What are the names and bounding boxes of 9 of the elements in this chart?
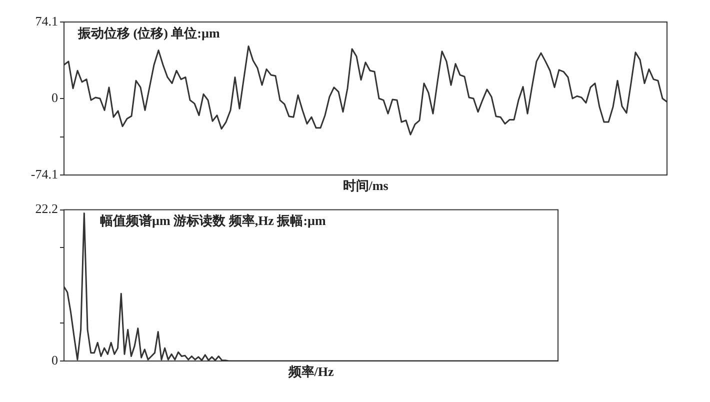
x-axis-title: 频率/Hz [287,364,334,379]
x-axis-title: 时间/ms [342,178,388,193]
y-tick-label: -74.1 [30,166,58,182]
y-tick-label: 22.2 [35,201,58,216]
chart-title: 振动位移 (位移) 单位:µm [77,25,220,40]
y-tick-label: 0 [52,90,58,105]
chart-title: 幅值频谱µm 游标读数 频率,Hz 振幅:µm [100,213,326,228]
y-tick-label: 0 [52,352,58,368]
y-tick-label: 74.1 [35,13,58,28]
